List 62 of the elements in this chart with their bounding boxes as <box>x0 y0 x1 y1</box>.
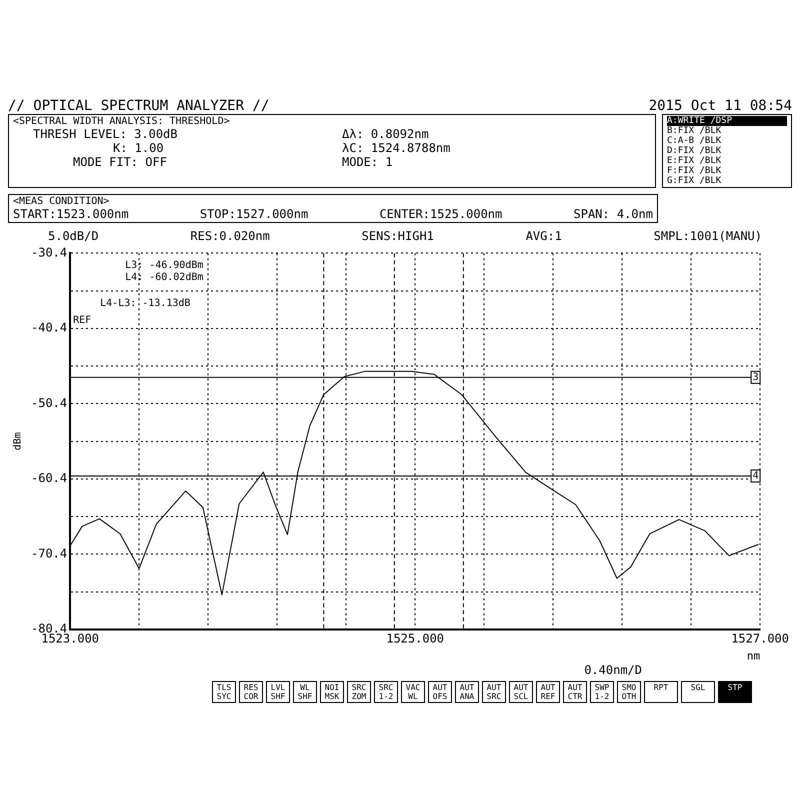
y-tick-label: -60.4 <box>31 471 68 486</box>
text: A:WRITE /DSP <box>667 116 787 126</box>
y-tick-label: -50.4 <box>31 396 68 410</box>
text: STOP:1527.000nm <box>200 207 308 221</box>
text: C:A-B /BLK <box>667 136 722 146</box>
text: RES COR <box>239 681 263 703</box>
text: SPAN: 4.0nm <box>574 207 653 221</box>
text: K: 1.00 <box>112 141 165 155</box>
x-tick-label: 1527.000 <box>731 632 789 646</box>
text: CENTER:1525.000nm <box>379 207 502 221</box>
x-axis-title: nm <box>746 649 760 662</box>
text: SENS:HIGH1 <box>362 229 434 243</box>
text: <SPECTRAL WIDTH ANALYSIS: THRESHOLD> <box>13 116 231 127</box>
annotation: L4-L3: -13.13dB <box>100 298 190 309</box>
text: 0.40nm/D <box>583 663 643 677</box>
y-axis-title: dBm <box>12 432 24 450</box>
text: SMPL:1001(MANU) <box>654 229 762 243</box>
text: λC: 1524.8788nm <box>342 141 452 155</box>
text: AUT ANA <box>455 681 479 703</box>
y-tick-label: -70.4 <box>31 546 68 560</box>
text: STP <box>718 681 752 703</box>
text: AUT SRC <box>482 681 506 703</box>
text: 5.0dB/D <box>48 229 99 243</box>
text: RES:0.020nm <box>190 229 270 243</box>
text: RPT <box>644 681 678 703</box>
x-tick-label: 1525.000 <box>386 632 444 646</box>
chart-title: // OPTICAL SPECTRUM ANALYZER // <box>8 98 270 114</box>
text: MODE: 1 <box>342 155 394 169</box>
text: Δλ: 0.8092nm <box>342 127 430 141</box>
text: G:FIX /BLK <box>667 176 722 186</box>
text: B:FIX /BLK <box>667 126 722 136</box>
text: AUT CTR <box>563 681 587 703</box>
text: AUT REF <box>536 681 560 703</box>
annotation: 4 <box>752 470 759 482</box>
text: AVG:1 <box>526 229 562 243</box>
text: SGL <box>681 681 715 703</box>
chart-subtitle: 2015 Oct 11 08:54 <box>648 98 792 114</box>
text: VAC WL <box>401 681 425 703</box>
annotation: REF <box>73 315 92 326</box>
text: AUT OFS <box>428 681 452 703</box>
text: SRC ZOM <box>347 681 371 703</box>
text: D:FIX /BLK <box>667 146 722 156</box>
text: F:FIX /BLK <box>667 166 722 176</box>
text: AUT SCL <box>509 681 533 703</box>
y-tick-label: -30.4 <box>31 245 68 260</box>
text: WL SHF <box>293 681 317 703</box>
text: SMO OTH <box>617 681 641 703</box>
y-tick-label: -40.4 <box>31 320 68 335</box>
text: TLS SYC <box>212 681 236 703</box>
text: SRC 1-2 <box>374 681 398 703</box>
text: START:1523.000nm <box>13 207 129 221</box>
annotation: L3: -46.90dBm <box>125 260 204 271</box>
x-tick-label: 1523.000 <box>41 632 100 646</box>
annotation: 3 <box>752 372 759 383</box>
annotation: L4: -60.02dBm <box>125 272 204 283</box>
text: MODE FIT: OFF <box>72 155 168 169</box>
text: THRESH LEVEL: 3.00dB <box>33 127 178 141</box>
text: SWP 1-2 <box>590 681 614 703</box>
text: NOI MSK <box>320 681 344 703</box>
text: <MEAS CONDITION> <box>13 196 110 207</box>
text: LVL SHF <box>266 681 290 703</box>
text: E:FIX /BLK <box>667 156 722 166</box>
